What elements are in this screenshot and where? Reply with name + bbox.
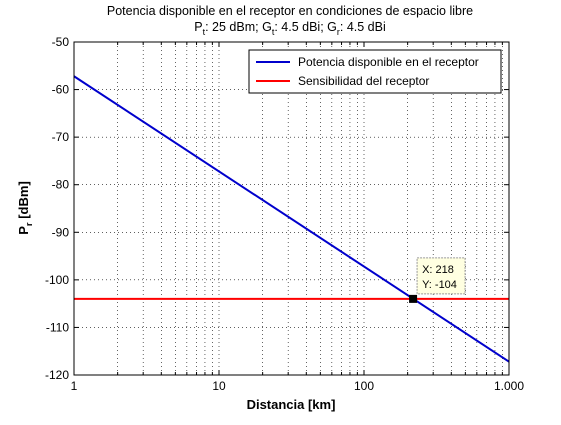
datatip-x-label: X: 218 [422,264,454,276]
chart-subtitle: Pt: 25 dBm; Gt: 4.5 dBi; Gr: 4.5 dBi [194,20,386,37]
legend-box [248,49,502,94]
legend-label-sensibilidad: Sensibilidad del receptor [298,74,429,88]
legend-label-potencia: Potencia disponible en el receptor [298,55,479,69]
datatip[interactable]: X: 218 Y: -104 [409,257,466,303]
chart-title: Potencia disponible en el receptor en co… [107,4,473,18]
legend: Potencia disponible en el receptor Sensi… [248,49,502,94]
x-axis-label: Distancia [km] [247,397,336,412]
series-layer [73,75,510,363]
y-tick-label: -110 [46,320,69,334]
datatip-box [416,257,466,295]
x-tick-label: 1 [71,379,78,393]
y-tick-label: -50 [52,35,70,49]
plot-area [74,42,509,375]
x-tick-labels: 1 10 100 1.000 [71,379,525,393]
x-tick-label: 100 [354,379,374,393]
y-tick-label: -90 [52,225,70,239]
y-tick-label: -70 [52,130,70,144]
y-tick-labels: -50 -60 -70 -80 -90 -100 -110 -120 [45,35,69,382]
axes-frame [73,41,510,376]
x-tick-label: 10 [212,379,226,393]
y-tick-label: -80 [52,178,70,192]
x-tick-label: 1.000 [494,379,524,393]
y-tick-label: -60 [52,83,70,97]
datatip-y-label: Y: -104 [422,279,457,291]
series-line-potencia [73,75,510,363]
y-tick-label: -100 [45,273,69,287]
grid [74,42,509,375]
datatip-marker[interactable] [409,294,418,303]
y-axis-label: Pr [dBm] [16,181,35,235]
y-tick-label: -120 [45,368,69,382]
